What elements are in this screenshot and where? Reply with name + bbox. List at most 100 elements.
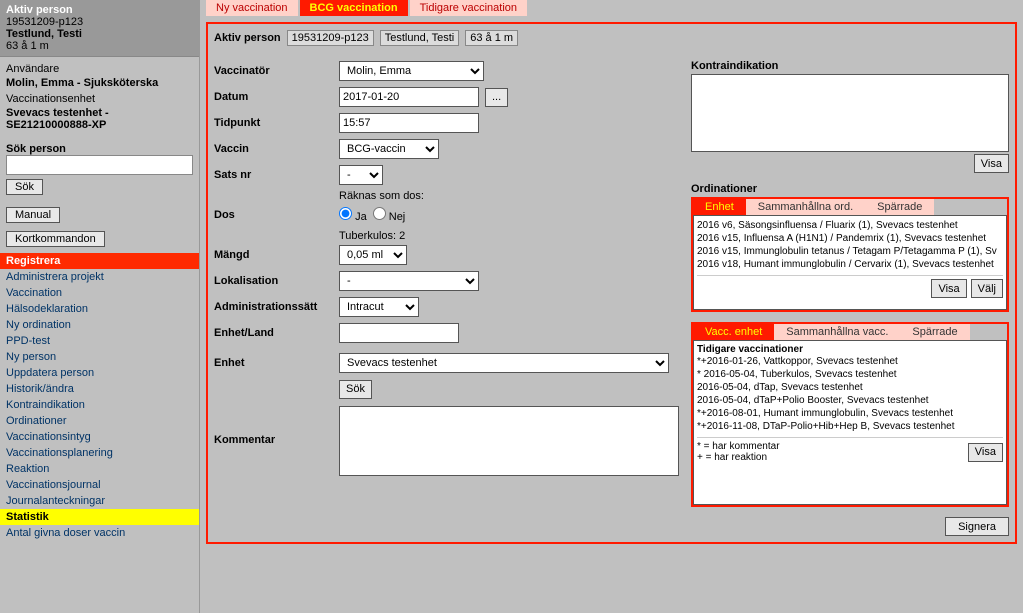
sidebar-search-input[interactable] — [6, 155, 193, 175]
dos-label: Dos — [214, 209, 339, 221]
sidebar-user-label: Användare — [6, 63, 193, 75]
vaccinator-select[interactable]: Molin, Emma — [339, 61, 484, 81]
sidebar-user-section: Användare Molin, Emma - Sjuksköterska Va… — [0, 57, 199, 137]
datum-input[interactable] — [339, 87, 479, 107]
ord-tab[interactable]: Sammanhållna ord. — [746, 199, 865, 215]
sidebar-nav-item[interactable]: Vaccinationsjournal — [0, 477, 199, 493]
vaccin-label: Vaccin — [214, 143, 339, 155]
form-column: Vaccinatör Molin, Emma Datum ... Tidpunk… — [214, 60, 679, 536]
sidebar-unit-label: Vaccinationsenhet — [6, 93, 193, 105]
sidebar-nav-item[interactable]: Antal givna doser vaccin — [0, 525, 199, 541]
ord-body: 2016 v6, Säsongsinfluensa / Fluarix (1),… — [693, 215, 1007, 310]
signera-button[interactable]: Signera — [945, 517, 1009, 536]
kontra-visa-button[interactable]: Visa — [974, 154, 1009, 173]
tidig-visa-button[interactable]: Visa — [968, 443, 1003, 462]
sidebar-nav: RegistreraAdministrera projektVaccinatio… — [0, 253, 199, 541]
dos-nej-radio[interactable] — [373, 207, 386, 220]
tab[interactable]: Tidigare vaccination — [410, 0, 527, 16]
enhet-select[interactable]: Svevacs testenhet — [339, 353, 669, 373]
mangd-select[interactable]: 0,05 ml — [339, 245, 407, 265]
ord-list-item[interactable]: 2016 v15, Immunglobulin tetanus / Tetaga… — [697, 245, 1003, 258]
adm-select[interactable]: Intracut — [339, 297, 419, 317]
lokal-label: Lokalisation — [214, 275, 339, 287]
tidig-list-item[interactable]: 2016-05-04, dTaP+Polio Booster, Svevacs … — [697, 394, 1003, 407]
ord-redbox: EnhetSammanhållna ord.Spärrade 2016 v6, … — [691, 197, 1009, 312]
tidig-tab[interactable]: Vacc. enhet — [693, 324, 774, 340]
enhet-label: Enhet — [214, 357, 339, 369]
tidig-list-item[interactable]: 2016-05-04, dTap, Svevacs testenhet — [697, 381, 1003, 394]
kontra-panel: Kontraindikation Visa — [691, 60, 1009, 173]
sidebar-active-name: Testlund, Testi — [6, 28, 193, 40]
tidig-list-item[interactable]: *+2016-08-01, Humant immunglobulin, Svev… — [697, 407, 1003, 420]
sidebar-nav-item[interactable]: Vaccinationsplanering — [0, 445, 199, 461]
kommentar-textarea[interactable] — [339, 406, 679, 476]
sidebar-nav-item[interactable]: Ny person — [0, 349, 199, 365]
main-active-age: 63 å 1 m — [465, 30, 518, 46]
sidebar-manual-button[interactable]: Manual — [6, 207, 60, 223]
tab[interactable]: Ny vaccination — [206, 0, 298, 16]
vaccinator-label: Vaccinatör — [214, 65, 339, 77]
dos-ja-radio[interactable] — [339, 207, 352, 220]
enhet-sok-button[interactable]: Sök — [339, 380, 372, 399]
sidebar-nav-item[interactable]: Reaktion — [0, 461, 199, 477]
ord-list-item[interactable]: 2016 v15, Influensa A (H1N1) / Pandemrix… — [697, 232, 1003, 245]
main-active-id: 19531209-p123 — [287, 30, 374, 46]
kontra-body — [691, 74, 1009, 152]
tidig-list-item[interactable]: *+2016-01-26, Vattkoppor, Svevacs testen… — [697, 355, 1003, 368]
tidig-title: Tidigare vaccinationer — [697, 344, 1003, 355]
tidpunkt-input[interactable] — [339, 113, 479, 133]
datum-label: Datum — [214, 91, 339, 103]
sidebar-nav-item[interactable]: Administrera projekt — [0, 269, 199, 285]
sidebar-search-button[interactable]: Sök — [6, 179, 43, 195]
sidebar-nav-item[interactable]: Kontraindikation — [0, 397, 199, 413]
ord-list-item[interactable]: 2016 v6, Säsongsinfluensa / Fluarix (1),… — [697, 219, 1003, 232]
vaccin-select[interactable]: BCG-vaccin — [339, 139, 439, 159]
ord-list-item[interactable]: 2016 v18, Humant immunglobulin / Cervari… — [697, 258, 1003, 271]
dos-nej-option[interactable]: Nej — [373, 207, 406, 223]
lokal-select[interactable]: - — [339, 271, 479, 291]
sidebar-nav-item[interactable]: Statistik — [0, 509, 199, 525]
sidebar-active-age: 63 å 1 m — [6, 40, 193, 52]
enhetland-input[interactable] — [339, 323, 459, 343]
sidebar-nav-item[interactable]: Hälsodeklaration — [0, 301, 199, 317]
tidig-tabs: Vacc. enhetSammanhållna vacc.Spärrade — [693, 324, 1007, 340]
kontra-title: Kontraindikation — [691, 60, 1009, 72]
sidebar-nav-item[interactable]: Uppdatera person — [0, 365, 199, 381]
ord-tab[interactable]: Enhet — [693, 199, 746, 215]
tidig-list-item[interactable]: *+2016-11-08, DTaP-Polio+Hib+Hep B, Svev… — [697, 420, 1003, 433]
ord-valj-button[interactable]: Välj — [971, 279, 1003, 298]
raknas-label: Räknas som dos: — [339, 190, 679, 202]
enhetland-label: Enhet/Land — [214, 327, 339, 339]
sidebar-nav-item[interactable]: Vaccinationsintyg — [0, 429, 199, 445]
ord-panel: Ordinationer EnhetSammanhållna ord.Spärr… — [691, 183, 1009, 312]
sidebar-active-person-box: Aktiv person 19531209-p123 Testlund, Tes… — [0, 0, 199, 57]
ord-tab[interactable]: Spärrade — [865, 199, 934, 215]
tab[interactable]: BCG vaccination — [300, 0, 408, 16]
tidig-tab[interactable]: Sammanhållna vacc. — [774, 324, 900, 340]
datum-more-button[interactable]: ... — [485, 88, 508, 107]
tuberkulos-note: Tuberkulos: 2 — [339, 230, 679, 242]
sidebar-nav-item[interactable]: Historik/ändra — [0, 381, 199, 397]
tidpunkt-label: Tidpunkt — [214, 117, 339, 129]
sidebar-nav-item[interactable]: Journalanteckningar — [0, 493, 199, 509]
sidebar-nav-item[interactable]: Ordinationer — [0, 413, 199, 429]
sidebar-active-title: Aktiv person — [6, 4, 193, 16]
mangd-label: Mängd — [214, 249, 339, 261]
tabstrip: Ny vaccinationBCG vaccinationTidigare va… — [206, 0, 1017, 16]
sidebar-nav-item[interactable]: Ny ordination — [0, 317, 199, 333]
sidebar-kort-button[interactable]: Kortkommandon — [6, 231, 105, 247]
ord-list: 2016 v6, Säsongsinfluensa / Fluarix (1),… — [697, 219, 1003, 271]
sidebar-nav-item[interactable]: Registrera — [0, 253, 199, 269]
main-active-label: Aktiv person — [214, 32, 281, 44]
sats-select[interactable]: - — [339, 165, 383, 185]
tidig-legend1: * = har kommentar — [697, 441, 780, 452]
main-area: Ny vaccinationBCG vaccinationTidigare va… — [200, 0, 1023, 613]
sidebar-nav-item[interactable]: PPD-test — [0, 333, 199, 349]
sidebar-nav-item[interactable]: Vaccination — [0, 285, 199, 301]
sidebar-active-id: 19531209-p123 — [6, 16, 193, 28]
tidig-tab[interactable]: Spärrade — [900, 324, 969, 340]
dos-ja-option[interactable]: Ja — [339, 207, 367, 223]
tidig-body: Tidigare vaccinationer *+2016-01-26, Vat… — [693, 340, 1007, 505]
ord-visa-button[interactable]: Visa — [931, 279, 966, 298]
tidig-list-item[interactable]: * 2016-05-04, Tuberkulos, Svevacs testen… — [697, 368, 1003, 381]
